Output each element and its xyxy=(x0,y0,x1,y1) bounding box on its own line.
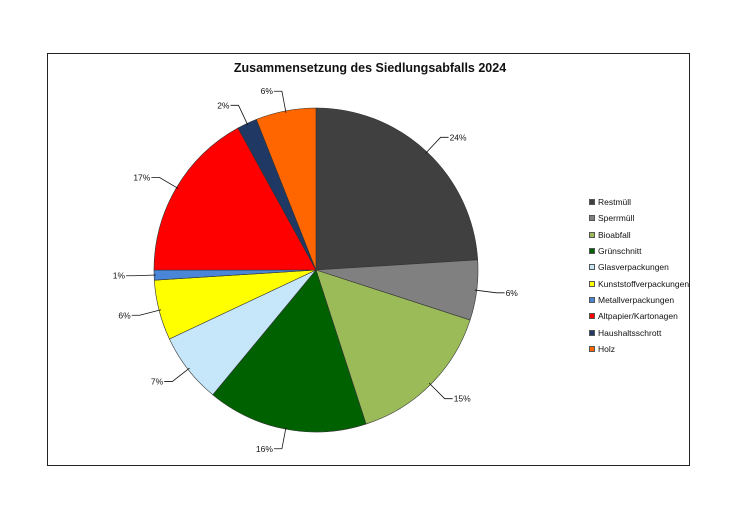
data-label: 16% xyxy=(256,444,273,454)
legend-swatch xyxy=(589,264,595,271)
leader-line xyxy=(126,274,157,277)
data-labels: 24% 6% 15% 16% 7% 6% 1% 17% 2% 6% xyxy=(113,86,518,454)
legend-swatch xyxy=(589,248,595,255)
legend-item-glasverpackungen: Glasverpackungen xyxy=(589,259,689,275)
data-label: 6% xyxy=(506,288,519,298)
data-label: 1% xyxy=(113,271,126,281)
legend-swatch xyxy=(589,280,595,287)
leader-line xyxy=(230,104,249,126)
legend-swatch xyxy=(589,296,595,303)
legend-label: Sperrmüll xyxy=(598,213,635,224)
legend-label: Grünschnitt xyxy=(598,246,642,257)
legend-swatch xyxy=(589,215,595,222)
legend-item-haushaltsschrott: Haushaltsschrott xyxy=(589,324,689,340)
legend-swatch xyxy=(589,329,595,336)
legend-label: Metallverpackungen xyxy=(598,294,675,305)
data-label: 6% xyxy=(118,310,131,320)
legend-swatch xyxy=(589,231,595,238)
legend-item-bioabfall: Bioabfall xyxy=(589,227,689,243)
chart-title: Zusammensetzung des Siedlungsabfalls 202… xyxy=(233,61,507,75)
legend-item-kunststoffverpackungen: Kunststoffverpackungen xyxy=(589,275,689,291)
legend-item-holz: Holz xyxy=(589,341,689,357)
leader-line xyxy=(131,309,162,316)
pie-slices xyxy=(153,107,479,433)
legend-swatch xyxy=(589,313,595,320)
leader-line xyxy=(151,176,179,189)
legend-item-altpapier: Altpapier/Kartonagen xyxy=(589,308,689,324)
legend-swatch xyxy=(589,345,595,352)
legend-item-restmuell: Restmüll xyxy=(589,194,689,210)
leader-line xyxy=(474,289,505,294)
data-label: 7% xyxy=(151,377,164,387)
leader-line xyxy=(273,90,287,113)
legend-item-metallverpackungen: Metallverpackungen xyxy=(589,292,689,308)
legend-label: Haushaltsschrott xyxy=(598,327,662,338)
leader-line xyxy=(425,136,449,154)
legend-label: Bioabfall xyxy=(598,229,631,240)
legend-swatch xyxy=(589,199,595,206)
data-label: 17% xyxy=(133,172,150,182)
leader-line xyxy=(164,367,190,382)
legend-label: Holz xyxy=(598,343,616,354)
data-label: 2% xyxy=(217,100,230,110)
legend-label: Glasverpackungen xyxy=(598,262,669,273)
legend-label: Kunststoffverpackungen xyxy=(598,278,690,289)
legend: Restmüll Sperrmüll Bioabfall Grünschnitt… xyxy=(589,194,689,357)
legend-item-gruenschnitt: Grünschnitt xyxy=(589,243,689,259)
data-label: 15% xyxy=(454,394,471,404)
legend-item-sperrmuell: Sperrmüll xyxy=(589,210,689,226)
data-label: 24% xyxy=(450,132,467,142)
legend-label: Restmüll xyxy=(598,197,632,208)
leader-lines xyxy=(126,90,505,450)
leader-line xyxy=(273,427,287,450)
data-label: 6% xyxy=(261,86,274,96)
legend-label: Altpapier/Kartonagen xyxy=(598,311,678,322)
leader-line xyxy=(428,382,453,400)
